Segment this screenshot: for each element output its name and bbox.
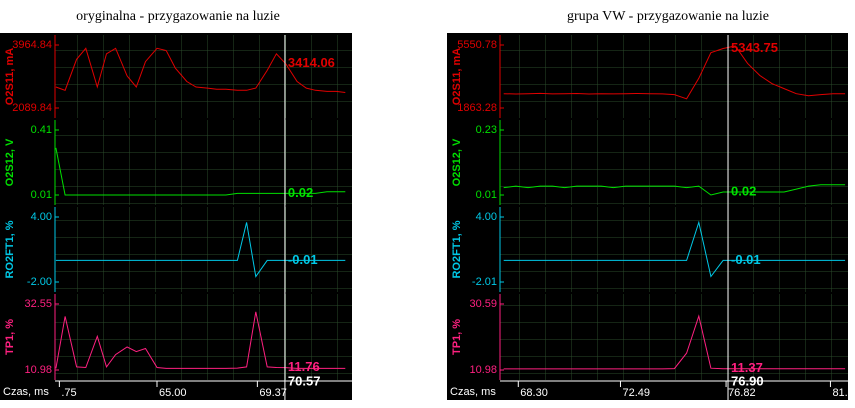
cursor-value: 11.76 bbox=[288, 359, 320, 374]
cursor-value: -0.01 bbox=[288, 252, 318, 267]
y-tick-label: 0.01 bbox=[476, 189, 497, 201]
x-tick-label: 76.82 bbox=[728, 387, 756, 399]
y-axis-label: TP1, % bbox=[451, 319, 463, 355]
trace bbox=[503, 45, 846, 100]
y-tick-label: -2.01 bbox=[472, 276, 497, 288]
trace bbox=[55, 222, 346, 278]
x-axis-label: Czas, ms bbox=[3, 386, 49, 398]
y-tick-label: -2.00 bbox=[27, 276, 52, 288]
trace bbox=[55, 47, 346, 93]
y-tick-label: 3964.84 bbox=[12, 39, 52, 51]
x-tick-label: 69.37 bbox=[259, 387, 287, 399]
y-axis-label: O2S12, V bbox=[451, 138, 463, 186]
y-tick-label: 32.55 bbox=[24, 298, 52, 310]
strip-grid bbox=[55, 120, 352, 205]
x-tick-label: 81.1 bbox=[832, 387, 853, 399]
cursor-value: 0.02 bbox=[288, 185, 313, 200]
y-axis-label: O2S11, mA bbox=[4, 48, 16, 106]
x-tick-label: 72.49 bbox=[622, 387, 650, 399]
y-axis-label: O2S12, V bbox=[4, 138, 16, 186]
strip-grid bbox=[500, 120, 848, 205]
y-tick-label: 1863.28 bbox=[457, 102, 497, 114]
y-tick-label: 2089.84 bbox=[12, 102, 52, 114]
trace bbox=[55, 311, 346, 369]
y-tick-label: 5550.78 bbox=[457, 39, 497, 51]
chart-title: grupa VW - przygazowanie na luzie bbox=[567, 9, 769, 24]
y-tick-label: 30.59 bbox=[469, 298, 497, 310]
strip-grid bbox=[55, 207, 352, 292]
trace bbox=[503, 220, 846, 278]
y-axis-label: RO2FT1, % bbox=[4, 220, 16, 278]
x-tick-label: .75 bbox=[61, 387, 76, 399]
trace bbox=[503, 314, 846, 370]
y-tick-label: 4.00 bbox=[476, 211, 497, 223]
y-tick-label: 4.00 bbox=[31, 211, 52, 223]
strip-grid bbox=[500, 294, 848, 380]
strip-grid bbox=[55, 294, 352, 380]
y-tick-label: 0.41 bbox=[31, 124, 52, 136]
y-axis-label: RO2FT1, % bbox=[451, 220, 463, 278]
x-tick-label: 68.30 bbox=[520, 387, 548, 399]
x-axis-label: Czas, ms bbox=[450, 386, 496, 398]
y-tick-label: 0.23 bbox=[476, 124, 497, 136]
trace bbox=[503, 184, 846, 196]
x-tick-label: 65.00 bbox=[159, 387, 187, 399]
y-axis-label: TP1, % bbox=[4, 319, 16, 355]
strip-grid bbox=[55, 35, 352, 118]
y-axis-label: O2S11, mA bbox=[451, 48, 463, 106]
strip-grid bbox=[500, 35, 848, 118]
strip-grid bbox=[500, 207, 848, 292]
cursor-value: 5343.75 bbox=[731, 40, 778, 55]
cursor-x-label: 76.90 bbox=[731, 373, 764, 388]
y-tick-label: 10.98 bbox=[469, 364, 497, 376]
chart-title: oryginalna - przygazowanie na luzie bbox=[76, 9, 280, 24]
cursor-x-label: 70.57 bbox=[288, 373, 321, 388]
trace bbox=[55, 147, 346, 196]
cursor-value: 0.02 bbox=[731, 183, 756, 198]
y-tick-label: 0.01 bbox=[31, 189, 52, 201]
y-tick-label: 10.98 bbox=[24, 364, 52, 376]
cursor-value: 11.37 bbox=[731, 360, 763, 375]
cursor-value: -0.01 bbox=[731, 252, 761, 267]
cursor-value: 3414.06 bbox=[288, 55, 335, 70]
